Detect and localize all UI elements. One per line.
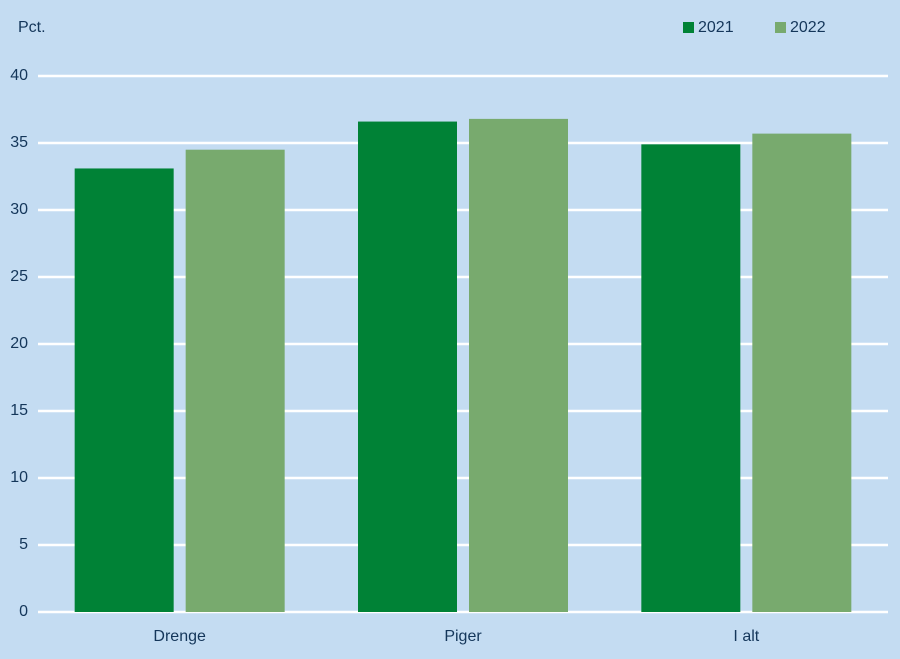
bar [641,144,741,612]
bar [358,121,457,612]
y-tick-label: 35 [10,134,28,151]
y-tick-label: 5 [19,536,28,553]
legend-label: 2021 [698,19,734,36]
bar [469,118,568,612]
x-tick-label: I alt [733,628,759,645]
y-tick-label: 0 [19,603,28,620]
y-tick-label: 15 [10,402,28,419]
bar [185,149,285,612]
y-axis-label: Pct. [18,19,46,36]
x-tick-label: Piger [444,628,482,645]
y-tick-label: 30 [10,201,28,218]
legend-swatch [683,22,694,33]
legend-label: 2022 [790,19,826,36]
bar [752,133,852,612]
y-tick-label: 40 [10,67,28,84]
legend-swatch [775,22,786,33]
y-tick-label: 25 [10,268,28,285]
x-tick-label: Drenge [153,628,206,645]
bar [74,168,174,612]
y-tick-label: 10 [10,469,28,486]
y-tick-label: 20 [10,335,28,352]
